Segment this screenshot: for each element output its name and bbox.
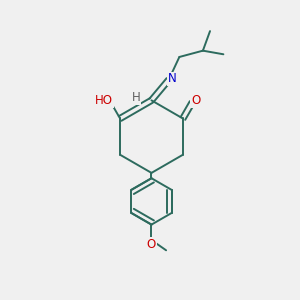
Text: O: O xyxy=(191,94,201,107)
Text: O: O xyxy=(147,238,156,251)
Text: N: N xyxy=(168,73,177,85)
Text: HO: HO xyxy=(95,94,113,107)
Text: H: H xyxy=(132,91,140,104)
